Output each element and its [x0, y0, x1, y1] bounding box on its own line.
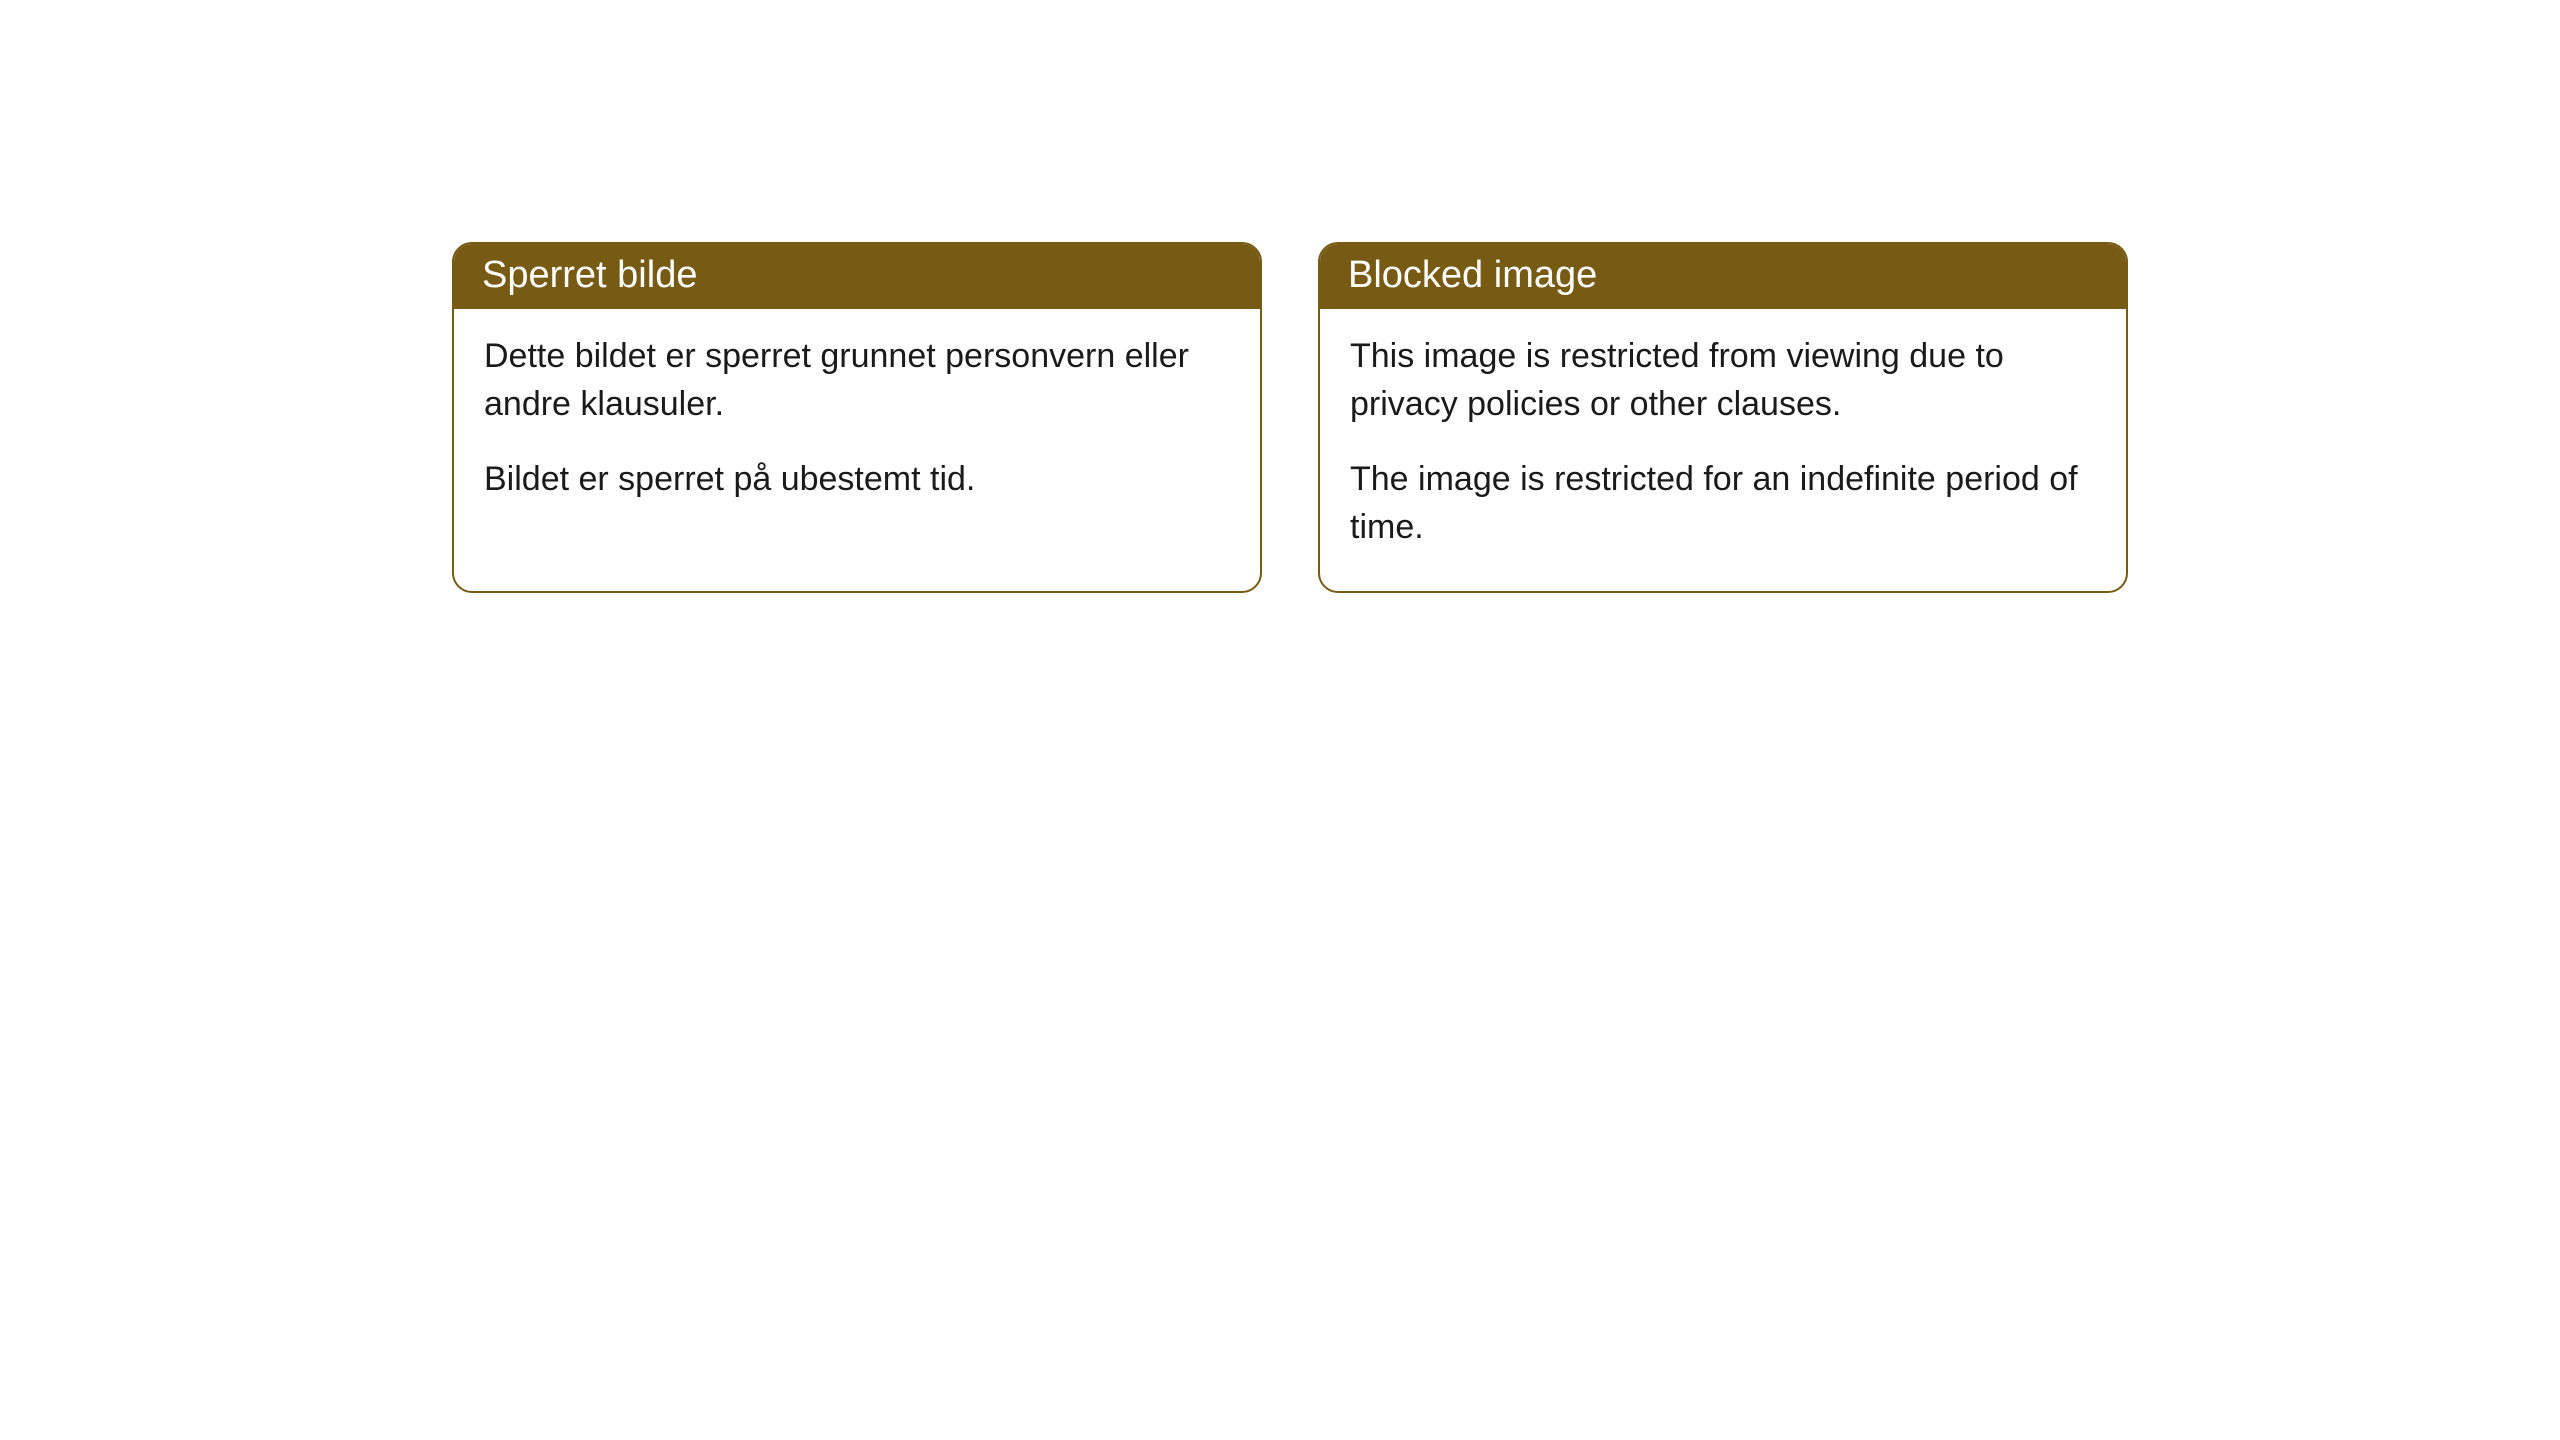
card-paragraph: Dette bildet er sperret grunnet personve… — [484, 333, 1230, 428]
notice-card-norwegian: Sperret bilde Dette bildet er sperret gr… — [452, 242, 1262, 593]
card-paragraph: Bildet er sperret på ubestemt tid. — [484, 456, 1230, 504]
card-body: This image is restricted from viewing du… — [1320, 309, 2126, 591]
card-paragraph: This image is restricted from viewing du… — [1350, 333, 2096, 428]
card-paragraph: The image is restricted for an indefinit… — [1350, 456, 2096, 551]
card-body: Dette bildet er sperret grunnet personve… — [454, 309, 1260, 544]
notice-card-english: Blocked image This image is restricted f… — [1318, 242, 2128, 593]
card-header: Sperret bilde — [454, 244, 1260, 309]
notice-container: Sperret bilde Dette bildet er sperret gr… — [0, 0, 2560, 593]
card-header: Blocked image — [1320, 244, 2126, 309]
